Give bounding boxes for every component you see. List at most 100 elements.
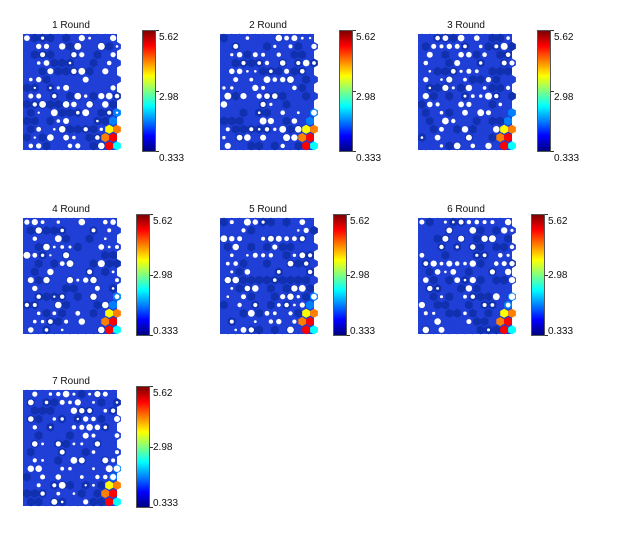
hit-marker	[438, 326, 445, 333]
map-cell	[235, 83, 244, 93]
map-cell	[251, 133, 260, 143]
map-cell	[267, 50, 275, 60]
hit-marker	[283, 134, 291, 142]
hit-marker	[82, 109, 90, 117]
hit-marker	[50, 109, 58, 117]
map-cell	[298, 317, 307, 327]
map-cell	[484, 259, 493, 269]
colorbar-max-label: 5.62	[554, 32, 574, 43]
hit-marker	[111, 287, 115, 290]
hit-marker	[103, 219, 108, 225]
map-cell	[247, 242, 256, 252]
map-cell	[298, 99, 307, 109]
map-cell	[484, 308, 493, 318]
map-cell	[302, 292, 311, 302]
hit-marker	[423, 311, 428, 316]
hit-marker	[465, 285, 473, 292]
map-cell	[54, 33, 63, 43]
map-cell	[492, 108, 501, 118]
map-cell	[302, 308, 311, 318]
hit-marker	[78, 35, 85, 42]
map-cell	[66, 480, 74, 490]
map-cell	[445, 141, 454, 151]
map-cell	[306, 133, 314, 143]
map-cell	[105, 308, 114, 318]
map-cell	[425, 133, 434, 143]
map-cell	[231, 124, 240, 134]
hit-marker	[446, 43, 452, 50]
map-cell	[105, 431, 114, 441]
map-cell	[23, 489, 31, 499]
hit-marker	[273, 44, 277, 48]
panel-title: 5 Round	[249, 204, 287, 215]
map-cell	[255, 259, 264, 269]
hit-marker	[41, 442, 44, 446]
map-cell	[26, 431, 35, 441]
map-cell	[85, 283, 94, 293]
map-cell	[508, 308, 516, 318]
hit-marker	[53, 295, 56, 298]
hit-marker	[40, 52, 46, 58]
hit-marker	[71, 52, 77, 58]
map-cell	[429, 58, 438, 68]
map-cell	[461, 325, 469, 335]
map-cell	[85, 455, 94, 465]
map-cell	[418, 267, 426, 277]
hit-marker	[28, 93, 34, 99]
map-cell	[263, 325, 271, 335]
colorbar-tick	[347, 335, 350, 336]
map-cell	[500, 108, 509, 118]
map-cell	[93, 455, 102, 465]
hit-marker	[436, 287, 439, 290]
map-cell	[85, 234, 94, 244]
map-cell	[449, 33, 458, 43]
hit-marker	[41, 459, 44, 462]
hit-marker	[450, 269, 457, 275]
hit-marker	[509, 60, 515, 66]
map-cell	[294, 91, 303, 101]
map-cell	[42, 108, 51, 118]
map-cell	[274, 83, 283, 93]
map-cell	[453, 225, 462, 235]
hit-marker	[256, 93, 262, 99]
hit-marker	[435, 102, 440, 107]
map-cell	[23, 267, 31, 277]
som-hexagon-map	[220, 217, 318, 335]
map-cell	[484, 41, 493, 51]
map-cell	[77, 489, 86, 499]
hit-marker	[24, 219, 30, 225]
map-cell	[457, 267, 465, 277]
map-cell	[270, 225, 279, 235]
map-cell	[278, 242, 287, 252]
map-cell	[220, 66, 228, 76]
map-cell	[267, 133, 275, 143]
map-cell	[81, 242, 90, 252]
hit-marker	[509, 244, 515, 250]
map-cell	[453, 91, 462, 101]
map-cell	[105, 75, 114, 85]
som-hexagon-map	[418, 217, 516, 335]
map-cell	[70, 300, 78, 310]
hit-marker	[52, 417, 56, 421]
map-cell	[251, 267, 260, 277]
hit-marker	[463, 44, 467, 49]
map-cell	[101, 33, 110, 43]
map-cell	[263, 108, 271, 118]
map-cell	[496, 133, 505, 143]
hit-marker	[44, 328, 49, 332]
map-cell	[93, 234, 102, 244]
hit-marker	[264, 93, 270, 99]
hit-marker	[300, 36, 304, 40]
map-cell	[46, 300, 55, 310]
map-cell	[476, 292, 485, 302]
map-cell	[306, 217, 314, 227]
hit-marker	[87, 408, 92, 414]
map-cell	[220, 116, 228, 126]
hit-marker	[43, 276, 50, 284]
map-cell	[231, 91, 240, 101]
map-cell	[421, 292, 430, 302]
map-cell	[81, 325, 90, 335]
hit-marker	[431, 43, 437, 49]
map-cell	[508, 108, 516, 118]
hit-marker	[36, 43, 42, 50]
